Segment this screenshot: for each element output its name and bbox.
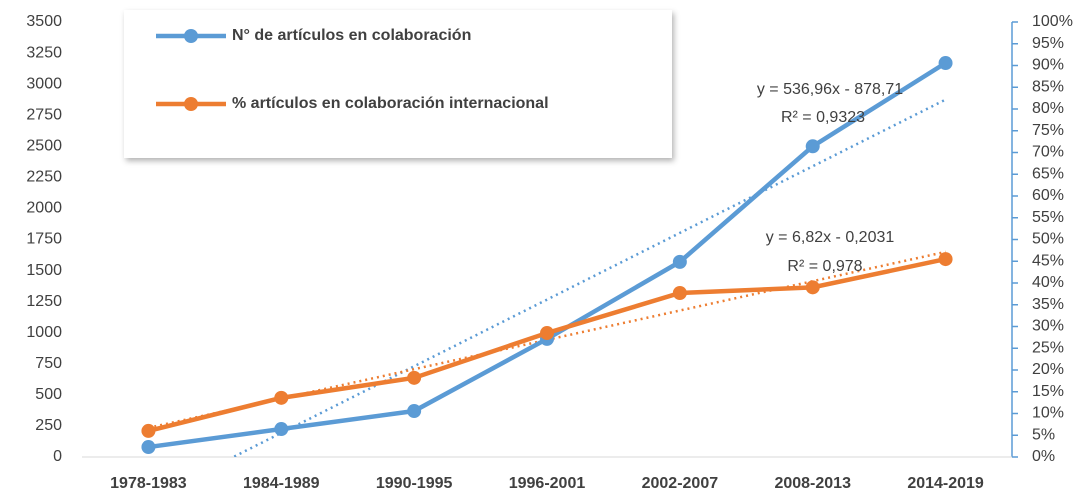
y-tick-label: 1250 — [26, 293, 62, 310]
legend-marker — [184, 97, 198, 111]
y2-tick-label: 20% — [1032, 361, 1064, 378]
y2-tick-label: 65% — [1032, 165, 1064, 182]
x-tick-label: 1984-1989 — [243, 475, 320, 492]
y2-tick-label: 60% — [1032, 187, 1064, 204]
marker — [672, 286, 687, 301]
y2-tick-label: 30% — [1032, 318, 1064, 335]
y-tick-label: 250 — [35, 417, 62, 434]
x-tick-label: 2014-2019 — [907, 475, 984, 492]
y2-tick-label: 80% — [1032, 100, 1064, 117]
x-tick-label: 2002-2007 — [642, 475, 719, 492]
annotation: R² = 0,9323 — [781, 109, 865, 126]
x-tick-label: 2008-2013 — [774, 475, 851, 492]
marker — [540, 326, 554, 341]
y2-tick-label: 85% — [1032, 78, 1064, 95]
y2-tick-label: 55% — [1032, 209, 1064, 226]
y2-tick-label: 90% — [1032, 57, 1064, 74]
y2-tick-label: 5% — [1032, 426, 1055, 443]
x-tick-label: 1996-2001 — [509, 475, 586, 492]
marker — [141, 423, 156, 438]
annotation: y = 536,96x - 878,71 — [757, 81, 903, 98]
marker — [274, 422, 289, 437]
annotation: R² = 0,978 — [787, 258, 862, 275]
marker — [672, 254, 687, 269]
y-tick-label: 1500 — [26, 262, 62, 279]
y2-tick-label: 15% — [1032, 383, 1064, 400]
legend-label: N° de artículos en colaboración — [232, 27, 471, 44]
legend-label: % artículos en colaboración internaciona… — [232, 95, 549, 112]
marker — [938, 252, 953, 267]
y-tick-label: 2750 — [26, 106, 62, 123]
annotation: y = 6,82x - 0,2031 — [766, 229, 895, 246]
y-tick-label: 2500 — [26, 138, 62, 155]
y-tick-label: 2250 — [26, 169, 62, 186]
y-tick-label: 750 — [35, 355, 62, 372]
y-tick-label: 2000 — [26, 200, 62, 217]
x-tick-label: 1978-1983 — [110, 475, 187, 492]
legend-marker — [184, 29, 198, 43]
marker — [407, 370, 422, 385]
y-tick-label: 1000 — [26, 324, 62, 341]
y-tick-label: 1750 — [26, 231, 62, 248]
y-tick-label: 3000 — [26, 75, 62, 92]
marker — [141, 440, 156, 455]
marker — [407, 404, 422, 419]
y2-tick-label: 40% — [1032, 274, 1064, 291]
y2-tick-label: 0% — [1032, 448, 1055, 465]
y-tick-label: 500 — [35, 386, 62, 403]
y2-tick-label: 70% — [1032, 144, 1064, 161]
y2-tick-label: 35% — [1032, 296, 1064, 313]
y2-tick-label: 95% — [1032, 35, 1064, 52]
y-tick-label: 3500 — [26, 13, 62, 30]
y-tick-label: 0 — [53, 448, 62, 465]
y2-tick-label: 75% — [1032, 122, 1064, 139]
y2-tick-label: 10% — [1032, 405, 1064, 422]
trendline — [230, 98, 947, 457]
marker — [805, 280, 820, 295]
y2-tick-label: 45% — [1032, 252, 1064, 269]
y2-tick-label: 100% — [1032, 13, 1073, 30]
marker — [938, 56, 953, 71]
marker — [274, 390, 289, 405]
marker — [805, 139, 820, 154]
y2-tick-label: 25% — [1032, 339, 1064, 356]
x-tick-label: 1990-1995 — [376, 475, 453, 492]
y2-tick-label: 50% — [1032, 231, 1064, 248]
y-tick-label: 3250 — [26, 44, 62, 61]
